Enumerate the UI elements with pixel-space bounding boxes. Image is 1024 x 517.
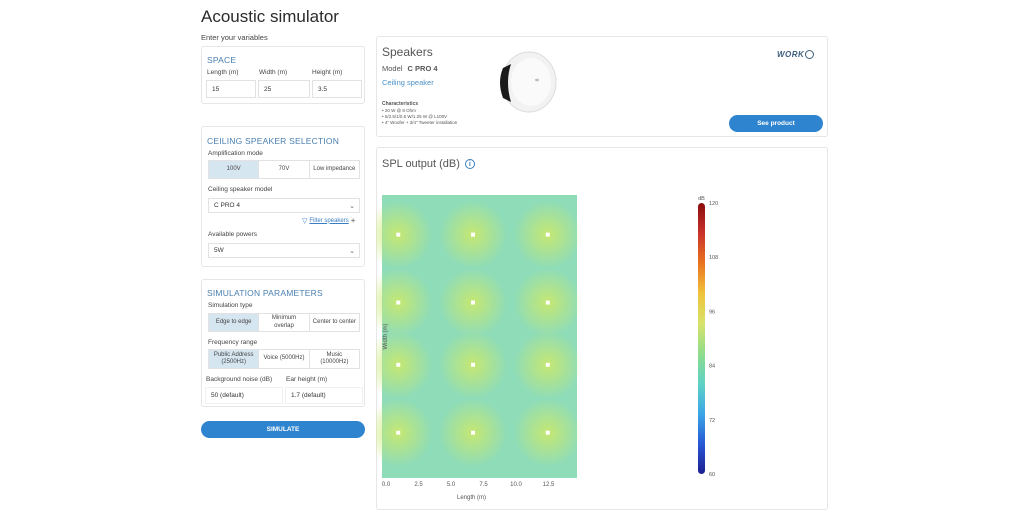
type-option-edge-to-edge[interactable]: Edge to edge: [209, 314, 259, 331]
space-title: SPACE: [207, 55, 237, 65]
colorbar-tick-label: 84: [709, 364, 715, 370]
filter-speakers-link[interactable]: ▽ Filter speakers +: [302, 216, 355, 225]
characteristics-list: Characteristics • 20 W @ 8 Ohm • 5/2.5/1…: [382, 101, 457, 126]
info-icon[interactable]: i: [464, 159, 475, 169]
see-product-button[interactable]: See product: [729, 115, 823, 132]
length-input[interactable]: 15: [206, 80, 256, 98]
colorbar-tick-label: 60: [709, 472, 715, 478]
colorbar-unit: dB: [698, 196, 705, 202]
ear-height-label: Ear height (m): [286, 376, 328, 383]
x-tick-label: 12.5: [543, 482, 555, 488]
type-option-minimum-overlap[interactable]: Minimum overlap: [258, 314, 308, 331]
amp-option-70v[interactable]: 70V: [258, 161, 308, 178]
amp-mode-selector: 100V 70V Low impedance: [208, 160, 360, 179]
speaker-marker: [396, 430, 401, 435]
colorbar: [698, 203, 705, 474]
characteristic-item: • 5/2.5/1/0.5 W/1.25 W @ L100V: [382, 113, 448, 119]
y-tick-label: 0.0: [376, 476, 377, 482]
x-tick-label: 10.0: [510, 482, 522, 488]
frequency-selector: Public Address (2500Hz) Voice (5000Hz) M…: [208, 349, 360, 369]
chevron-down-icon: ⌄: [349, 247, 355, 255]
background-noise-label: Background noise (dB): [206, 376, 273, 383]
y-tick-label: 7.5: [376, 391, 377, 397]
width-label: Width (m): [259, 69, 288, 76]
speaker-marker: [471, 232, 475, 237]
simulation-panel: SIMULATION PARAMETERS Simulation type Ed…: [201, 279, 365, 407]
spl-title: SPL output (dB) i: [382, 158, 475, 170]
page-title: Acoustic simulator: [201, 7, 339, 26]
powers-value: 5W: [214, 247, 224, 254]
powers-select[interactable]: 5W ⌄: [208, 243, 360, 258]
speaker-marker: [545, 232, 550, 237]
height-input[interactable]: 3.5: [312, 80, 362, 98]
speakers-title: Speakers: [382, 45, 433, 59]
frequency-label: Frequency range: [208, 339, 258, 346]
model-prefix: Model: [382, 64, 403, 73]
simulate-button[interactable]: SIMULATE: [201, 421, 365, 438]
speaker-selection-title: CEILING SPEAKER SELECTION: [207, 136, 340, 146]
ear-height-input[interactable]: 1.7 (default): [285, 387, 363, 404]
space-panel: SPACE Length (m) Width (m) Height (m) 15…: [201, 46, 365, 104]
speaker-marker: [471, 300, 475, 305]
plus-icon: +: [350, 216, 356, 225]
speaker-category: Ceiling speaker: [382, 78, 434, 87]
freq-option-voice[interactable]: Voice (5000Hz): [258, 350, 308, 368]
background-noise-input[interactable]: 50 (default): [205, 387, 283, 404]
colorbar-tick-label: 96: [709, 309, 715, 315]
freq-option-music[interactable]: Music (10000Hz): [308, 350, 359, 368]
spl-title-text: SPL output (dB): [382, 158, 460, 170]
speaker-marker: [545, 362, 550, 367]
heatmap-hotspot: [376, 398, 433, 467]
type-option-center-to-center[interactable]: Center to center: [308, 314, 359, 331]
characteristic-item: • 20 W @ 8 Ohm: [382, 107, 416, 113]
speaker-marker: [471, 362, 475, 367]
model-line: Model C PRO 4: [382, 64, 438, 73]
filter-speakers-label: Filter speakers: [309, 217, 349, 224]
speaker-marker: [396, 362, 401, 367]
colorbar-tick-label: 120: [709, 201, 718, 207]
speaker-model-value: C PRO 4: [214, 202, 241, 209]
speaker-marker: [396, 300, 401, 305]
page-subtitle: Enter your variables: [201, 33, 268, 42]
y-axis-label: Width (m): [383, 324, 389, 350]
x-tick-label: 0.0: [382, 482, 391, 488]
x-axis-label: Length (m): [457, 495, 486, 501]
brand-logo: WORK: [777, 50, 815, 60]
characteristic-item: • 4" Woofer + 3/4" Tweeter installation: [382, 119, 458, 125]
freq-option-public-address[interactable]: Public Address (2500Hz): [209, 350, 259, 368]
height-label: Height (m): [312, 69, 343, 76]
x-tick-label: 5.0: [447, 482, 456, 488]
x-tick-label: 2.5: [414, 482, 423, 488]
amp-option-100v[interactable]: 100V: [209, 161, 259, 178]
characteristics-title: Characteristics: [382, 101, 419, 107]
heatmap-hotspot: [376, 200, 433, 269]
heatmap-hotspot: [376, 268, 433, 337]
speaker-marker: [545, 430, 550, 435]
speaker-product-image: [500, 51, 557, 113]
x-tick-label: 7.5: [479, 482, 488, 488]
simulation-type-label: Simulation type: [208, 302, 253, 309]
amp-option-low-impedance[interactable]: Low impedance: [308, 161, 359, 178]
speakers-card: Speakers Model C PRO 4 Ceiling speaker C…: [376, 36, 828, 137]
chevron-down-icon: ⌄: [349, 202, 355, 210]
spl-heatmap-chart: 0.02.55.07.510.012.515.017.520.022.50.02…: [376, 195, 718, 501]
speaker-marker: [545, 300, 550, 305]
simulation-title: SIMULATION PARAMETERS: [207, 288, 323, 298]
heatmap-hotspot: [376, 330, 433, 399]
model-name: C PRO 4: [407, 64, 438, 73]
speaker-model-select[interactable]: C PRO 4 ⌄: [208, 198, 360, 213]
speaker-selection-panel: CEILING SPEAKER SELECTION Amplification …: [201, 126, 365, 267]
colorbar-tick-label: 72: [709, 418, 715, 424]
simulation-type-selector: Edge to edge Minimum overlap Center to c…: [208, 313, 360, 332]
model-label: Ceiling speaker model: [208, 186, 273, 193]
length-label: Length (m): [207, 69, 239, 76]
speaker-marker: [396, 232, 401, 237]
powers-label: Available powers: [208, 231, 258, 238]
speaker-marker: [471, 430, 475, 435]
width-input[interactable]: 25: [258, 80, 310, 98]
filter-icon: ▽: [302, 217, 308, 225]
colorbar-tick-label: 108: [709, 255, 718, 261]
amp-mode-label: Amplification mode: [208, 150, 263, 157]
